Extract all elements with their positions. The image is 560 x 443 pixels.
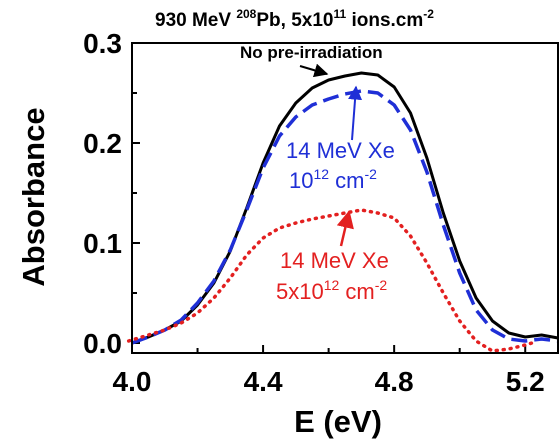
data-series: [126, 71, 559, 353]
annotation-arrow-blue: [348, 85, 363, 141]
annotation-arrow-none: [299, 63, 329, 78]
chart-title: 930 MeV 208Pb, 5x1011 ions.cm-2: [155, 2, 434, 31]
annotation-label-blue-line2: 1012 cm-2: [289, 166, 377, 193]
annotation-label-blue-line1: 14 MeV Xe: [286, 138, 395, 163]
y-tick-label: 0.2: [83, 128, 122, 159]
annotation-label-none: No pre-irradiation: [240, 43, 383, 62]
annotation-arrow-red: [336, 210, 354, 247]
annotation-label-red-line1: 14 MeV Xe: [280, 248, 389, 273]
x-tick-label: 4.8: [375, 366, 414, 397]
annotation-no-pre-irradiation: No pre-irradiation: [240, 43, 383, 78]
plot-frame: [131, 42, 559, 354]
annotation-xe-1e12: 14 MeV Xe 1012 cm-2: [286, 85, 395, 193]
x-tick-label: 4.0: [113, 366, 152, 397]
y-tick-label: 0.1: [83, 228, 122, 259]
annotation-xe-5e12: 14 MeV Xe 5x1012 cm-2: [276, 210, 389, 304]
y-tick-label: 0.0: [83, 328, 122, 359]
series-line-xe1e12: [131, 89, 559, 345]
series-line-none: [131, 71, 559, 345]
y-axis-label: Absorbance: [16, 107, 51, 286]
axis-ticks: 4.0 4.4 4.8 5.2 0.0 0.1 0.2 0.3: [83, 28, 545, 397]
x-tick-label: 5.2: [506, 366, 545, 397]
x-tick-label: 4.4: [244, 366, 283, 397]
y-tick-label: 0.3: [83, 28, 122, 59]
annotation-label-red-line2: 5x1012 cm-2: [276, 277, 387, 304]
series-line-xe5e12: [126, 208, 534, 353]
x-axis-label: E (eV): [294, 404, 382, 439]
